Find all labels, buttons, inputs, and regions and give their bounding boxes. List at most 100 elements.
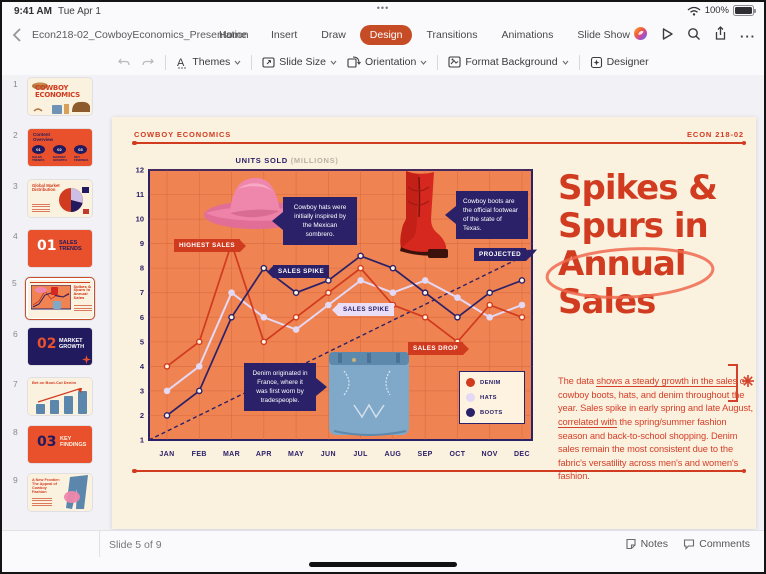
battery-icon <box>733 5 756 16</box>
format-background-icon <box>448 56 461 68</box>
thumbnail-slide-9[interactable]: 9 A New Frontier: The Appeal of Cowboy F… <box>13 474 92 511</box>
top-rule <box>132 140 746 145</box>
tab-design[interactable]: Design <box>359 25 413 45</box>
thumbnail-slide-7[interactable]: 7 Bet on Boot-Cut Denim <box>13 378 92 415</box>
svg-text:8: 8 <box>140 264 144 273</box>
svg-text:APR: APR <box>256 451 272 458</box>
clock: 9:41 AM Tue Apr 1 <box>14 6 101 17</box>
body-text[interactable]: The data shows a steady growth in the sa… <box>558 376 754 482</box>
home-indicator[interactable] <box>309 562 457 567</box>
callout-denim-fact[interactable]: Denim originated in France, where it was… <box>244 363 327 411</box>
copilot-button[interactable] <box>633 26 648 46</box>
svg-text:SEP: SEP <box>418 451 433 458</box>
tab-transitions[interactable]: Transitions <box>426 29 478 41</box>
svg-text:12: 12 <box>136 166 144 175</box>
slide-size-icon <box>262 56 275 68</box>
multitask-dots-icon: ••• <box>376 3 390 13</box>
notes-button[interactable]: Notes <box>625 538 668 550</box>
svg-text:OCT: OCT <box>449 451 465 458</box>
themes-button[interactable]: A Themes <box>176 56 241 69</box>
chart-heading[interactable]: UNITS SOLD (MILLIONS) <box>235 156 339 165</box>
slide-eyebrow-right[interactable]: ECON 218-02 <box>686 130 744 139</box>
callout-hats-fact[interactable]: Cowboy hats were initially inspired by t… <box>272 197 357 245</box>
tab-home[interactable]: Home <box>219 29 248 41</box>
orientation-button[interactable]: Orientation <box>347 56 427 68</box>
play-button[interactable] <box>661 27 674 46</box>
red-cowboy-boot-image[interactable] <box>386 167 454 263</box>
tab-slideshow[interactable]: Slide Show <box>577 29 630 41</box>
svg-text:MAY: MAY <box>288 451 304 458</box>
denim-jeans-image[interactable] <box>324 343 414 442</box>
svg-text:JAN: JAN <box>159 451 174 458</box>
slide-size-button[interactable]: Slide Size <box>262 56 337 68</box>
comments-button[interactable]: Comments <box>683 538 750 550</box>
status-bar: 9:41 AM Tue Apr 1 ••• 100% <box>2 2 764 22</box>
legend-item-boots: BOOTS <box>466 408 518 417</box>
annotation-projected[interactable]: PROJECTED <box>474 248 533 261</box>
svg-text:JUN: JUN <box>321 451 336 458</box>
svg-text:JUL: JUL <box>353 451 368 458</box>
ribbon-tabs: Home Insert Draw Design Transitions Anim… <box>209 25 640 45</box>
thumbnail-slide-5-selected[interactable]: 5 Spikes & Spurs in Annual Sales <box>12 277 95 320</box>
legend-item-denim: DENIM <box>466 378 518 387</box>
svg-text:AUG: AUG <box>385 451 402 458</box>
tab-insert[interactable]: Insert <box>271 29 298 41</box>
tab-animations[interactable]: Animations <box>501 29 554 41</box>
svg-text:9: 9 <box>140 239 144 248</box>
svg-text:4: 4 <box>140 362 145 371</box>
footer-bar: Slide 5 of 9 Notes Comments <box>2 530 764 572</box>
svg-text:FEB: FEB <box>192 451 207 458</box>
svg-text:7: 7 <box>140 288 144 297</box>
slide-canvas-area: COWBOY ECONOMICS ECON 218-02 UNITS SOLD … <box>99 75 764 531</box>
asterisk-mark <box>742 375 754 387</box>
thumbnail-slide-6[interactable]: 6 02 MARKET GROWTH <box>13 328 92 365</box>
svg-text:MAR: MAR <box>223 451 240 458</box>
svg-text:A: A <box>177 57 185 69</box>
designer-button[interactable]: Designer <box>590 56 649 69</box>
title-bar: Econ218-02_CowboyEconomics_Presentation … <box>2 22 764 49</box>
designer-icon <box>590 56 602 68</box>
orientation-icon <box>347 56 361 68</box>
thumbnail-slide-2[interactable]: 2 Content Overview 01 02 03 SALES TRENDS… <box>13 129 92 166</box>
svg-text:11: 11 <box>136 190 144 199</box>
svg-text:NOV: NOV <box>482 451 498 458</box>
annual-circle-scribble <box>545 247 715 299</box>
bottom-rule <box>132 468 746 473</box>
redo-button[interactable] <box>141 56 155 68</box>
tab-draw[interactable]: Draw <box>321 29 346 41</box>
search-button[interactable] <box>687 27 701 46</box>
svg-text:5: 5 <box>140 337 144 346</box>
comments-icon <box>684 539 695 550</box>
back-button[interactable] <box>12 27 22 48</box>
annotation-sales-spike-boots[interactable]: SALES SPIKE <box>267 265 330 278</box>
thumbnail-slide-8[interactable]: 8 03 KEY FINDINGS <box>13 426 92 463</box>
slide-counter: Slide 5 of 9 <box>109 539 162 551</box>
svg-text:10: 10 <box>136 215 144 224</box>
share-button[interactable] <box>714 26 727 46</box>
callout-boots-fact[interactable]: Cowboy boots are the official footwear o… <box>445 191 528 239</box>
legend-item-hats: HATS <box>466 393 518 402</box>
format-background-button[interactable]: Format Background <box>448 56 569 68</box>
annotation-sales-drop[interactable]: SALES DROP <box>408 342 469 355</box>
battery-percent: 100% <box>704 5 729 16</box>
svg-text:3: 3 <box>140 386 144 395</box>
annotation-sales-spike-hats[interactable]: SALES SPIKE <box>332 303 395 316</box>
svg-text:1: 1 <box>140 436 144 445</box>
more-button[interactable]: ··· <box>740 28 756 44</box>
svg-text:2: 2 <box>140 411 144 420</box>
slide-5-canvas[interactable]: COWBOY ECONOMICS ECON 218-02 UNITS SOLD … <box>112 117 756 529</box>
notes-icon <box>626 538 636 550</box>
slide-eyebrow-left[interactable]: COWBOY ECONOMICS <box>134 130 232 139</box>
thumbnail-slide-4[interactable]: 4 01 SALES TRENDS <box>13 230 92 267</box>
design-ribbon: A Themes Slide Size Orientation Format B… <box>2 49 764 76</box>
bracket-mark <box>728 364 738 402</box>
thumbnail-slide-1[interactable]: 1 COWBOY ECONOMICS <box>13 78 92 115</box>
annotation-highest-sales[interactable]: HIGHEST SALES <box>174 239 246 252</box>
slide-title[interactable]: Spikes & Spurs in Annual Sales <box>558 168 718 322</box>
chart-legend[interactable]: DENIM HATS BOOTS <box>459 371 525 424</box>
undo-button[interactable] <box>117 56 131 68</box>
themes-icon: A <box>177 57 187 69</box>
wifi-icon <box>687 6 701 16</box>
thumbnail-slide-3[interactable]: 3 Global Market Distribution <box>13 180 92 217</box>
